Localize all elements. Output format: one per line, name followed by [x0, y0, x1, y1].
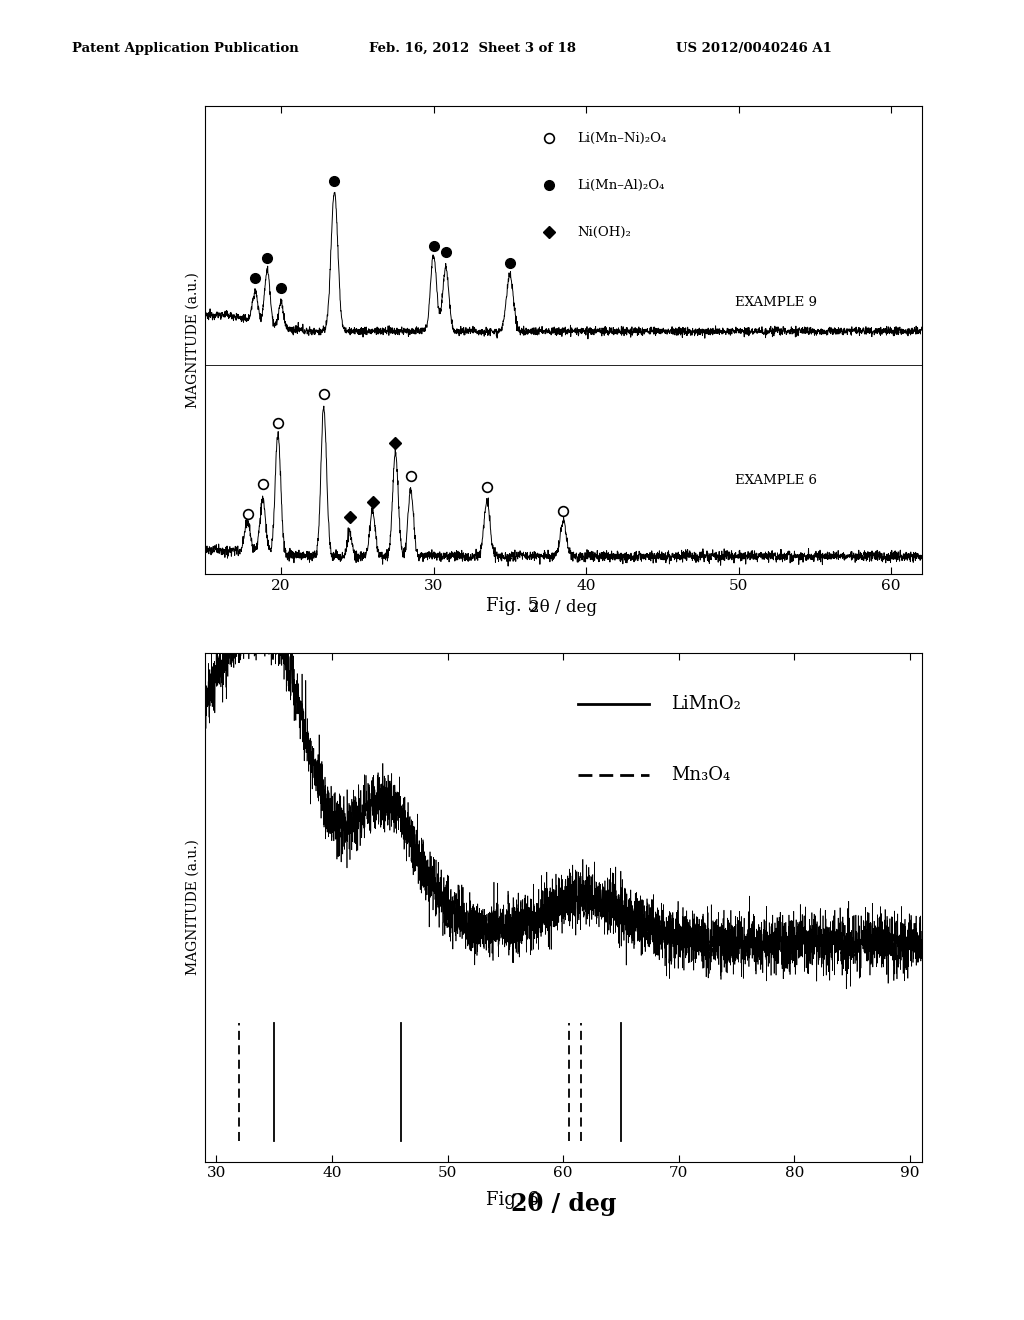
Y-axis label: MAGNITUDE (a.u.): MAGNITUDE (a.u.) [185, 840, 200, 975]
Text: Fig. 5: Fig. 5 [485, 597, 539, 615]
Text: Fig. 6: Fig. 6 [485, 1191, 539, 1209]
Text: Feb. 16, 2012  Sheet 3 of 18: Feb. 16, 2012 Sheet 3 of 18 [369, 42, 575, 55]
Text: Mn₃O₄: Mn₃O₄ [671, 767, 730, 784]
Text: Ni(OH)₂: Ni(OH)₂ [578, 226, 632, 239]
Text: Li(Mn–Al)₂O₄: Li(Mn–Al)₂O₄ [578, 178, 665, 191]
Text: US 2012/0040246 A1: US 2012/0040246 A1 [676, 42, 831, 55]
Text: Patent Application Publication: Patent Application Publication [72, 42, 298, 55]
Y-axis label: MAGNITUDE (a.u.): MAGNITUDE (a.u.) [185, 272, 200, 408]
Text: LiMnO₂: LiMnO₂ [671, 696, 740, 713]
X-axis label: 2θ / deg: 2θ / deg [529, 598, 597, 615]
Text: EXAMPLE 9: EXAMPLE 9 [735, 296, 817, 309]
X-axis label: 2θ / deg: 2θ / deg [511, 1192, 615, 1216]
Text: EXAMPLE 6: EXAMPLE 6 [735, 474, 817, 487]
Text: Li(Mn–Ni)₂O₄: Li(Mn–Ni)₂O₄ [578, 132, 667, 145]
